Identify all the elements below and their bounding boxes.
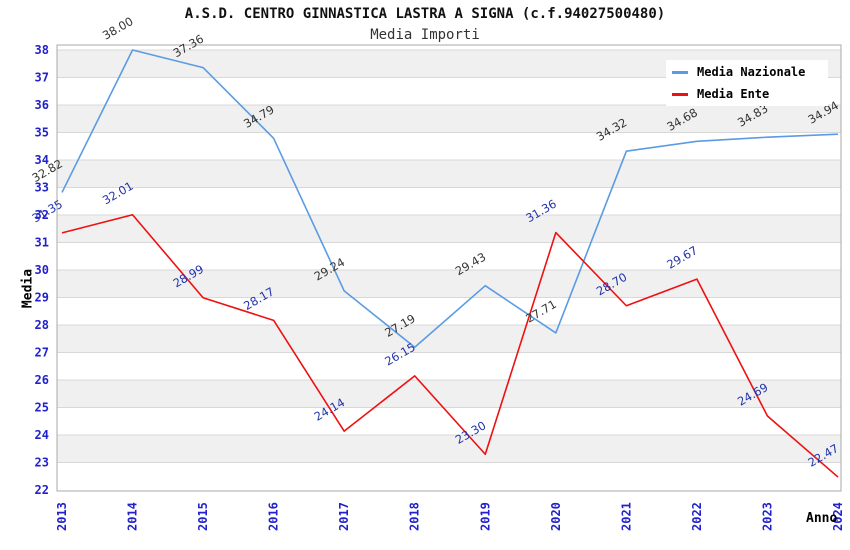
y-tick-label: 30: [35, 263, 49, 277]
y-tick-label: 25: [35, 401, 49, 415]
y-tick-label: 22: [35, 483, 49, 497]
y-axis-title: Media: [20, 268, 36, 309]
media-ente-line-swatch-icon: [672, 92, 688, 96]
y-tick-label: 31: [35, 236, 49, 250]
x-tick-label: 2022: [690, 502, 704, 531]
x-tick-label: 2023: [760, 502, 774, 531]
y-tick-label: 26: [35, 373, 49, 387]
legend-label: Media Ente: [697, 87, 770, 101]
background-band: [57, 105, 841, 133]
background-band: [57, 325, 841, 353]
y-tick-label: 36: [35, 98, 49, 112]
x-tick-label: 2016: [267, 502, 281, 531]
legend-item-media-ente: Media Ente: [672, 86, 822, 102]
background-band: [57, 435, 841, 463]
series-line-media-ente: [61, 213, 839, 478]
x-tick-label: 2021: [619, 502, 633, 531]
value-label-ente: 29.67: [664, 243, 700, 272]
y-tick-label: 34: [35, 153, 49, 167]
legend-item-media-nazionale: Media Nazionale: [672, 64, 822, 80]
plot-border: [56, 44, 842, 492]
x-tick-label: 2019: [478, 502, 492, 531]
y-tick-label: 37: [35, 71, 49, 85]
x-tick-label: 2017: [337, 502, 351, 531]
background-band: [57, 270, 841, 298]
x-tick-label: 2020: [549, 502, 563, 531]
x-axis-title: Anno: [806, 511, 838, 526]
background-band: [57, 160, 841, 188]
chart-subtitle: Media Importi: [370, 27, 480, 43]
legend-label: Media Nazionale: [697, 65, 806, 79]
x-tick-label: 2015: [196, 502, 210, 531]
y-tick-label: 35: [35, 126, 49, 140]
media-nazionale-line-swatch-icon: [672, 70, 688, 74]
background-band: [57, 215, 841, 243]
value-label-nazionale: 27.71: [523, 297, 559, 326]
series-line-media-nazionale: [61, 49, 839, 349]
y-tick-label: 29: [35, 291, 49, 305]
y-tick-label: 28: [35, 318, 49, 332]
y-tick-label: 27: [35, 346, 49, 360]
y-tick-label: 24: [35, 428, 49, 442]
x-tick-label: 2018: [408, 502, 422, 531]
background-band: [57, 380, 841, 408]
y-tick-label: 33: [35, 181, 49, 195]
x-tick-label: 2013: [55, 502, 69, 531]
x-tick-label: 2024: [831, 502, 845, 531]
y-tick-label: 23: [35, 456, 49, 470]
value-label-nazionale: 38.00: [100, 14, 136, 43]
chart-title: A.S.D. CENTRO GINNASTICA LASTRA A SIGNA …: [184, 6, 666, 22]
legend: Media Nazionale Media Ente: [666, 60, 828, 106]
y-tick-label: 38: [35, 43, 49, 57]
x-tick-label: 2014: [126, 502, 140, 531]
y-tick-label: 32: [35, 208, 49, 222]
